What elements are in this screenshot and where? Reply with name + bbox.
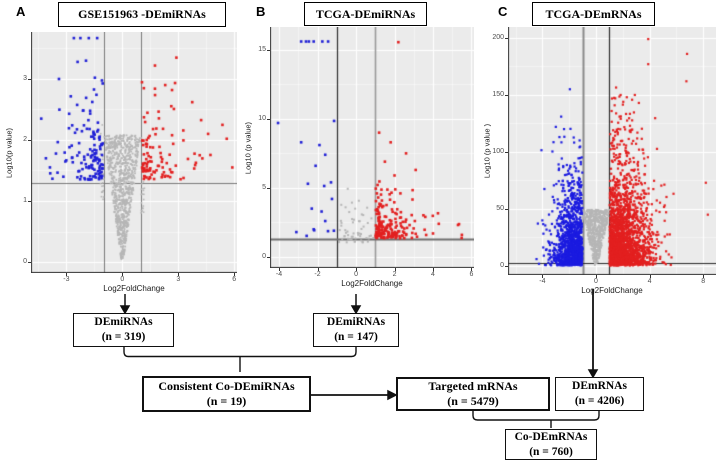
box-demirnas-tcga-label: DEmiRNAs <box>326 316 386 328</box>
y-tick-mark-c <box>505 38 508 39</box>
box-demirnas-tcga: DEmiRNAs (n = 147) <box>313 313 399 347</box>
volcano-canvas-b <box>270 27 474 268</box>
y-tick-mark-a <box>28 140 31 141</box>
y-tick-mark-c <box>505 266 508 267</box>
x-tick-label-b: 6 <box>469 271 474 278</box>
x-axis-label-c: Log2FoldChange <box>581 286 643 295</box>
y-tick-label-a: 3 <box>23 74 27 82</box>
y-tick-label-c: 200 <box>492 33 504 41</box>
y-tick-label-a: 2 <box>23 135 27 143</box>
x-tick-label-a: 0 <box>120 276 125 283</box>
x-tick-mark-c <box>703 275 704 278</box>
y-tick-mark-c <box>505 209 508 210</box>
box-demirnas-gse: DEmiRNAs (n = 319) <box>73 313 174 347</box>
x-tick-label-b: -2 <box>314 271 321 278</box>
x-tick-mark-a <box>178 273 179 276</box>
box-demrnas-label: DEmRNAs <box>572 380 627 392</box>
x-tick-mark-b <box>433 268 434 271</box>
plot-title-b: TCGA-DEmiRNAs <box>304 2 427 26</box>
y-tick-label-b: 5 <box>262 183 266 191</box>
x-axis-label-b: Log2FoldChange <box>341 279 403 288</box>
x-tick-mark-b <box>395 268 396 271</box>
y-tick-label-a: 1 <box>23 197 27 204</box>
y-tick-label-c: 100 <box>492 147 504 155</box>
x-tick-mark-c <box>542 275 543 278</box>
x-tick-mark-b <box>471 268 472 271</box>
plot-title-a: GSE151963 -DEmiRNAs <box>58 2 226 27</box>
y-tick-mark-a <box>28 262 31 263</box>
box-demrnas-count: (n = 4206) <box>574 395 625 407</box>
arrow-plotC-to-box <box>587 289 599 379</box>
y-axis-label-a: Log10(p value) <box>4 127 14 178</box>
box-demirnas-tcga-count: (n = 147) <box>334 331 378 343</box>
y-tick-label-c: 150 <box>492 90 504 98</box>
y-tick-mark-c <box>505 152 508 153</box>
x-tick-mark-b <box>279 268 280 271</box>
x-tick-mark-c <box>650 275 651 278</box>
x-axis-label-a: Log2FoldChange <box>103 284 165 293</box>
y-tick-label-b: 15 <box>258 45 266 53</box>
box-demrnas: DEmRNAs (n = 4206) <box>555 377 644 411</box>
x-tick-mark-c <box>596 275 597 278</box>
panel-letter-a: A <box>16 4 26 19</box>
box-codemrnas-label: Co-DEmRNAs <box>514 430 588 443</box>
x-tick-mark-b <box>356 268 357 271</box>
arrow-consistent-to-targeted <box>311 389 398 401</box>
y-tick-label-c: 50 <box>496 204 504 212</box>
volcano-canvas-a <box>31 32 237 273</box>
x-tick-label-b: -4 <box>275 271 283 278</box>
box-consistent-codemirnas-label: Consistent Co-DEmiRNAs <box>158 379 295 393</box>
y-tick-mark-b <box>267 119 270 120</box>
box-codemrnas: Co-DEmRNAs (n = 760) <box>505 429 597 460</box>
panel-letter-c: C <box>498 4 508 19</box>
x-tick-label-a: 6 <box>232 276 237 283</box>
x-tick-mark-a <box>122 273 123 276</box>
brace-demirnas <box>123 347 357 358</box>
y-tick-mark-b <box>267 188 270 189</box>
x-tick-label-c: 4 <box>647 278 652 285</box>
box-demirnas-gse-label: DEmiRNAs <box>94 316 153 328</box>
box-targeted-mrnas: Targeted mRNAs (n = 5479) <box>396 377 550 411</box>
x-tick-label-c: 0 <box>594 278 598 285</box>
y-tick-label-b: 10 <box>258 114 266 122</box>
x-tick-label-c: 8 <box>701 278 706 285</box>
box-consistent-codemirnas: Consistent Co-DEmiRNAs (n = 19) <box>142 376 311 412</box>
arrow-plotA-to-box <box>119 294 131 315</box>
y-tick-mark-a <box>28 79 31 80</box>
y-tick-mark-a <box>28 201 31 202</box>
x-tick-label-a: 3 <box>176 276 181 283</box>
box-consistent-codemirnas-count: (n = 19) <box>206 394 247 408</box>
x-tick-label-a: -3 <box>63 276 70 283</box>
box-targeted-mrnas-label: Targeted mRNAs <box>428 379 518 393</box>
arrow-plotB-to-box <box>350 294 362 315</box>
x-tick-label-b: 0 <box>354 271 358 278</box>
y-axis-label-b: Log10 (p value) <box>243 121 253 174</box>
box-demirnas-gse-count: (n = 319) <box>101 331 146 343</box>
plot-title-c: TCGA-DEmRNAs <box>532 2 655 26</box>
x-tick-label-b: 4 <box>431 271 435 278</box>
x-tick-mark-b <box>318 268 319 271</box>
x-tick-label-c: -4 <box>539 278 546 285</box>
x-tick-label-b: 2 <box>392 271 397 278</box>
panel-letter-b: B <box>256 4 266 19</box>
y-tick-label-c: 0 <box>500 261 504 269</box>
y-tick-mark-c <box>505 95 508 96</box>
y-axis-label-c: Log10 (p value ) <box>482 123 492 179</box>
volcano-canvas-c <box>508 27 716 275</box>
y-tick-mark-b <box>267 257 270 258</box>
x-tick-mark-a <box>234 273 235 276</box>
box-codemrnas-count: (n = 760) <box>529 445 573 458</box>
brace-demrnas <box>472 411 600 421</box>
y-tick-mark-b <box>267 50 270 51</box>
y-tick-label-a: 0 <box>23 258 27 266</box>
box-targeted-mrnas-count: (n = 5479) <box>447 394 499 408</box>
x-tick-mark-a <box>66 273 67 276</box>
y-tick-label-b: 0 <box>262 252 266 260</box>
